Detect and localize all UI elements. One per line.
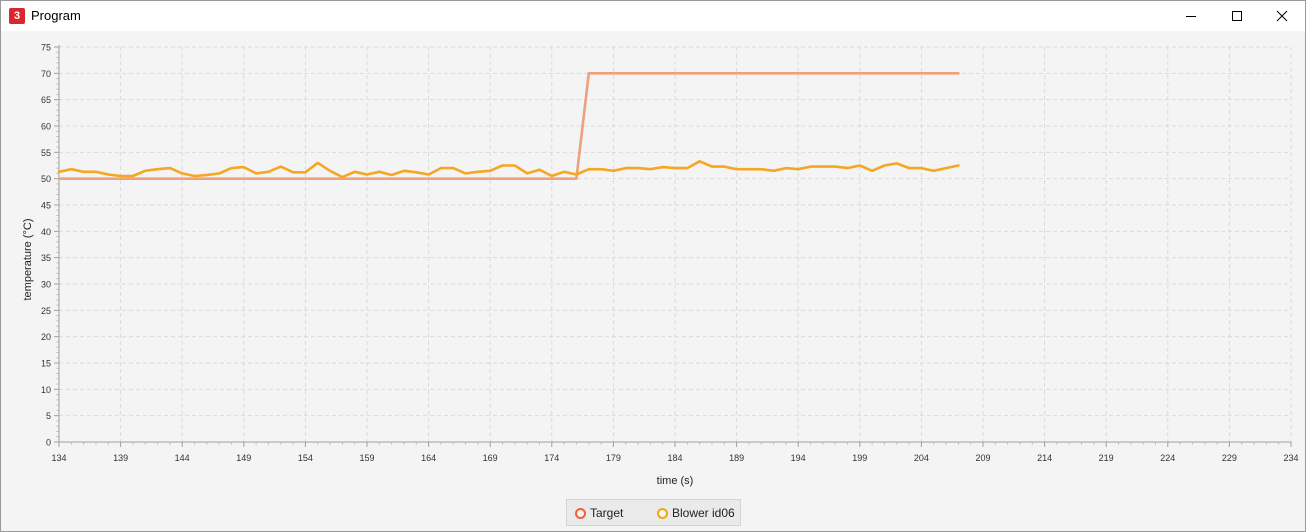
chart-series bbox=[57, 71, 960, 180]
y-tick-label: 55 bbox=[41, 148, 51, 158]
x-tick-label: 214 bbox=[1037, 453, 1052, 463]
y-tick-label: 35 bbox=[41, 253, 51, 263]
x-tick-label: 234 bbox=[1283, 453, 1298, 463]
y-tick-label: 25 bbox=[41, 306, 51, 316]
chart-axes: 0 5 10 15 20 25 30 35 40 45 50 55 60 65 70 75 134 139 144 1… bbox=[41, 43, 1299, 464]
series-line-target bbox=[57, 71, 960, 180]
y-tick-label: 30 bbox=[41, 280, 51, 290]
x-tick-label: 224 bbox=[1160, 453, 1175, 463]
minimize-icon bbox=[1186, 16, 1196, 17]
legend-label: Target bbox=[590, 506, 624, 520]
x-tick-label: 159 bbox=[359, 453, 374, 463]
y-tick-label: 0 bbox=[46, 438, 51, 448]
x-tick-label: 184 bbox=[667, 453, 682, 463]
x-tick-label: 179 bbox=[606, 453, 621, 463]
y-tick-label: 10 bbox=[41, 385, 51, 395]
maximize-icon bbox=[1232, 11, 1242, 21]
legend-label: Blower id06 bbox=[672, 506, 735, 520]
x-tick-label: 199 bbox=[852, 453, 867, 463]
temperature-chart: 0 5 10 15 20 25 30 35 40 45 50 55 60 65 70 75 134 139 144 1… bbox=[22, 43, 1299, 488]
x-axis-label: time (s) bbox=[657, 475, 694, 487]
y-tick-label: 65 bbox=[41, 95, 51, 105]
legend-marker-icon bbox=[657, 508, 668, 519]
y-tick-label: 45 bbox=[41, 201, 51, 211]
y-tick-label: 5 bbox=[46, 411, 51, 421]
window-title: Program bbox=[31, 8, 81, 23]
grid-lines bbox=[59, 46, 1292, 442]
y-tick-label: 20 bbox=[41, 332, 51, 342]
x-tick-label: 154 bbox=[298, 453, 313, 463]
y-tick-label: 70 bbox=[41, 69, 51, 79]
x-tick-label: 209 bbox=[975, 453, 990, 463]
chart-legend: Target Blower id06 bbox=[566, 499, 741, 526]
close-button[interactable] bbox=[1259, 1, 1305, 31]
x-tick-label: 229 bbox=[1222, 453, 1237, 463]
x-tick-label: 164 bbox=[421, 453, 436, 463]
y-axis-label: temperature (°C) bbox=[22, 218, 34, 300]
y-tick-label: 75 bbox=[41, 43, 51, 53]
x-tick-label: 219 bbox=[1099, 453, 1114, 463]
maximize-button[interactable] bbox=[1214, 1, 1260, 31]
series-line-blower bbox=[57, 160, 960, 179]
y-tick-label: 60 bbox=[41, 122, 51, 132]
x-tick-label: 139 bbox=[113, 453, 128, 463]
x-tick-label: 194 bbox=[791, 453, 806, 463]
close-icon bbox=[1276, 10, 1288, 22]
x-tick-label: 149 bbox=[236, 453, 251, 463]
x-tick-label: 169 bbox=[483, 453, 498, 463]
x-tick-label: 189 bbox=[729, 453, 744, 463]
x-tick-label: 204 bbox=[914, 453, 929, 463]
y-tick-label: 50 bbox=[41, 174, 51, 184]
x-tick-label: 174 bbox=[544, 453, 559, 463]
minimize-button[interactable] bbox=[1168, 1, 1214, 31]
legend-marker-icon bbox=[575, 508, 586, 519]
x-tick-label: 144 bbox=[175, 453, 190, 463]
y-tick-label: 40 bbox=[41, 227, 51, 237]
y-tick-label: 15 bbox=[41, 359, 51, 369]
x-tick-label: 134 bbox=[51, 453, 66, 463]
title-bar: 3 Program bbox=[1, 1, 1305, 31]
app-logo-icon: 3 bbox=[9, 8, 25, 24]
